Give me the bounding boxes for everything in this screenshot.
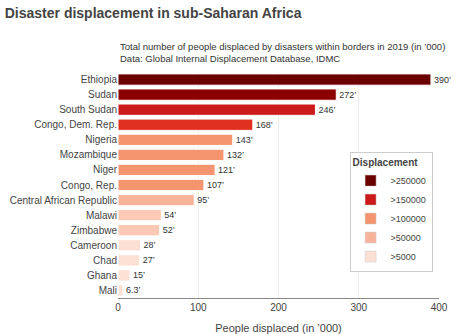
svg-text:Central African Republic: Central African Republic — [10, 195, 117, 206]
svg-text:52’: 52’ — [163, 225, 175, 235]
svg-text:Cameroon: Cameroon — [70, 240, 117, 251]
svg-text:6.3’: 6.3’ — [126, 285, 141, 295]
svg-text:Ghana: Ghana — [87, 270, 117, 281]
svg-text:Congo, Rep.: Congo, Rep. — [61, 180, 117, 191]
svg-text:0: 0 — [115, 302, 121, 313]
svg-text:Niger: Niger — [93, 164, 118, 175]
svg-text:Mali: Mali — [99, 285, 117, 296]
svg-text:107’: 107’ — [207, 180, 224, 190]
svg-text:246’: 246’ — [318, 105, 335, 115]
svg-text:95’: 95’ — [197, 195, 209, 205]
svg-text:Malawi: Malawi — [86, 210, 117, 221]
svg-text:>5000: >5000 — [391, 252, 416, 262]
svg-text:People displaced (in ’000): People displaced (in ’000) — [215, 322, 342, 334]
svg-text:>250000: >250000 — [391, 176, 426, 186]
svg-text:>50000: >50000 — [391, 233, 421, 243]
svg-text:300: 300 — [350, 302, 367, 313]
svg-text:27’: 27’ — [143, 255, 155, 265]
svg-text:Nigeria: Nigeria — [85, 134, 117, 145]
svg-text:Disaster displacement in sub-S: Disaster displacement in sub-Saharan Afr… — [5, 5, 302, 21]
svg-text:168’: 168’ — [256, 120, 273, 130]
svg-text:Zimbabwe: Zimbabwe — [71, 225, 118, 236]
svg-text:South Sudan: South Sudan — [59, 104, 117, 115]
svg-text:272’: 272’ — [339, 90, 356, 100]
svg-text:Total number of people displac: Total number of people displaced by disa… — [120, 41, 445, 64]
svg-text:143’: 143’ — [236, 135, 253, 145]
svg-text:>150000: >150000 — [391, 195, 426, 205]
svg-text:Chad: Chad — [93, 255, 117, 266]
svg-text:Ethiopia: Ethiopia — [81, 74, 118, 85]
svg-text:15’: 15’ — [133, 270, 145, 280]
svg-text:400: 400 — [431, 302, 448, 313]
svg-text:Sudan: Sudan — [88, 89, 117, 100]
svg-text:54’: 54’ — [164, 210, 176, 220]
svg-text:100: 100 — [190, 302, 207, 313]
svg-text:Mozambique: Mozambique — [60, 149, 118, 160]
svg-text:121’: 121’ — [218, 165, 235, 175]
svg-text:Congo, Dem. Rep.: Congo, Dem. Rep. — [34, 119, 117, 130]
svg-text:132’: 132’ — [227, 150, 244, 160]
svg-text:Displacement: Displacement — [353, 157, 419, 168]
svg-text:>100000: >100000 — [391, 214, 426, 224]
svg-text:28’: 28’ — [143, 240, 155, 250]
svg-text:200: 200 — [270, 302, 287, 313]
svg-text:390’: 390’ — [434, 75, 451, 85]
